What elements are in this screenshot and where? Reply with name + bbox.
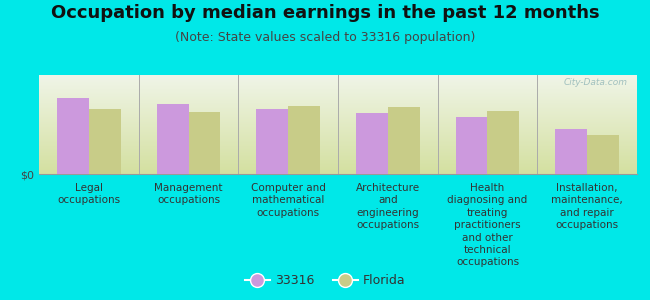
Bar [288, 106, 320, 174]
Text: (Note: State values scaled to 33316 population): (Note: State values scaled to 33316 popu… [175, 32, 475, 44]
Bar [555, 129, 587, 174]
Bar [388, 107, 420, 174]
Text: Architecture
and
engineering
occupations: Architecture and engineering occupations [356, 183, 420, 230]
Bar [456, 117, 488, 174]
Text: Health
diagnosing and
treating
practitioners
and other
technical
occupations: Health diagnosing and treating practitio… [447, 183, 528, 267]
Text: Computer and
mathematical
occupations: Computer and mathematical occupations [251, 183, 326, 218]
Bar [256, 109, 288, 174]
Text: City-Data.com: City-Data.com [564, 78, 628, 87]
Bar [89, 109, 121, 174]
Text: Legal
occupations: Legal occupations [57, 183, 120, 206]
Bar [188, 112, 220, 174]
Legend: 33316, Florida: 33316, Florida [241, 270, 409, 291]
Bar [57, 98, 89, 174]
Bar [587, 135, 619, 174]
Bar [157, 104, 188, 174]
Text: Management
occupations: Management occupations [154, 183, 223, 206]
Text: Occupation by median earnings in the past 12 months: Occupation by median earnings in the pas… [51, 4, 599, 22]
Bar [488, 111, 519, 174]
Text: Installation,
maintenance,
and repair
occupations: Installation, maintenance, and repair oc… [551, 183, 623, 230]
Bar [356, 113, 388, 174]
